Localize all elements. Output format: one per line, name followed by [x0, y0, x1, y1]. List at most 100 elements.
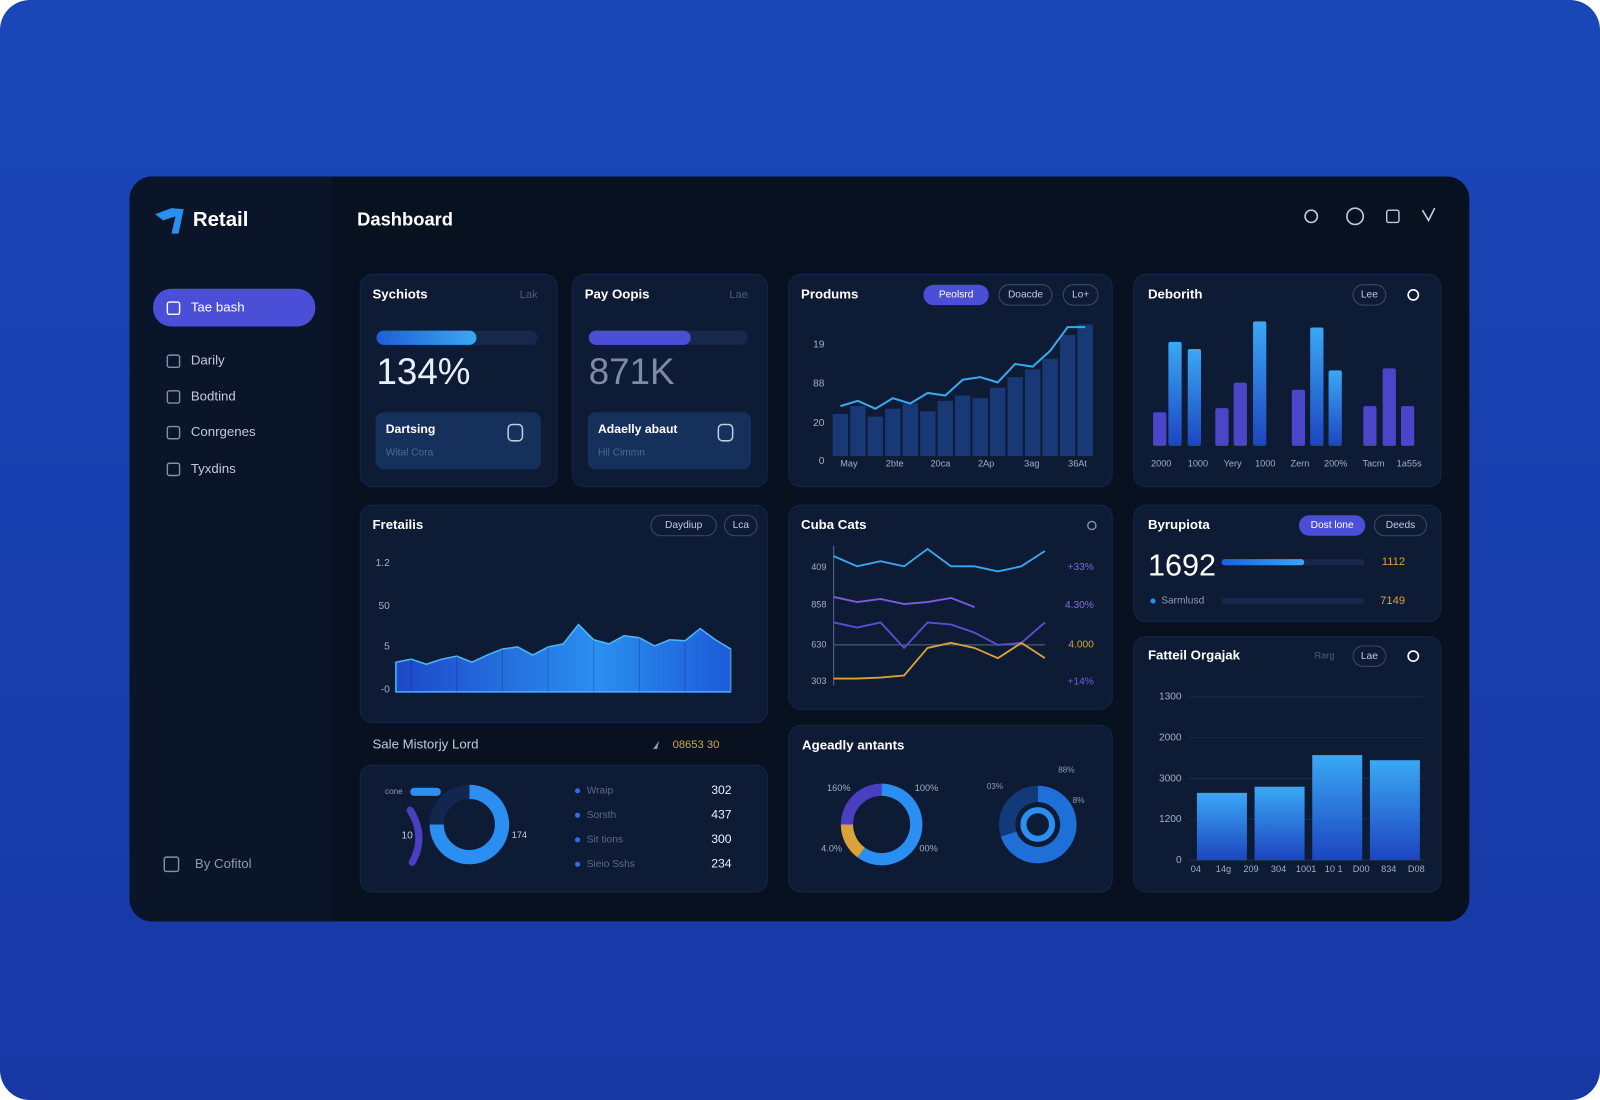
chart-title: Deborith	[1148, 286, 1202, 301]
legend-dot	[574, 837, 581, 843]
y-tick-label: 2000	[1159, 732, 1182, 743]
y-tick-label: 1300	[1159, 692, 1182, 703]
bar	[1328, 370, 1342, 446]
section-title: Sale Mistorjy Lord	[372, 736, 478, 751]
bar	[902, 403, 919, 457]
x-tick-label: 209	[1243, 864, 1258, 874]
menu-icon[interactable]	[1421, 207, 1436, 223]
y-tick-label: 0	[819, 456, 825, 467]
kpi-value: 871K	[589, 351, 675, 392]
x-tick-label: Tacm	[1362, 459, 1384, 469]
search-icon[interactable]	[1304, 209, 1319, 224]
button[interactable]	[650, 514, 717, 537]
footer-link[interactable]: By Cofitol	[195, 856, 252, 871]
bar	[1369, 760, 1420, 861]
legend-value: 300	[711, 832, 732, 846]
x-tick-label: May	[840, 459, 858, 469]
chart-title: Cuba Cats	[801, 517, 867, 532]
legend-value: 302	[711, 783, 732, 797]
sidebar	[129, 176, 333, 922]
bracket	[406, 806, 423, 866]
bar	[955, 395, 971, 457]
button-label[interactable]: Lae	[1361, 651, 1378, 662]
bar	[1168, 341, 1182, 446]
button[interactable]	[1298, 515, 1366, 536]
refresh-icon[interactable]	[1407, 650, 1420, 663]
button-label[interactable]: Lee	[1361, 290, 1378, 301]
bar	[1291, 389, 1306, 446]
progress-track	[1221, 597, 1365, 605]
section-code: 08653 30	[673, 739, 720, 751]
button[interactable]	[1373, 514, 1428, 537]
nav-item[interactable]: Tae bash	[191, 300, 245, 315]
button[interactable]	[1352, 645, 1387, 667]
x-tick-label: 1a55s	[1397, 459, 1422, 469]
bar	[850, 406, 866, 457]
x-tick-label: 2bte	[886, 459, 904, 469]
donut-label: 174	[512, 830, 527, 840]
nav-item[interactable]: Darily	[191, 353, 225, 368]
button[interactable]	[1352, 284, 1387, 306]
button[interactable]	[723, 514, 758, 537]
nav-item[interactable]: Bodtind	[191, 388, 236, 403]
donut-segment	[429, 784, 470, 825]
refresh-icon[interactable]	[1407, 288, 1420, 301]
row-value: 7149	[1380, 595, 1405, 607]
donut-label: 00%	[919, 843, 937, 853]
nav-icon	[166, 301, 181, 315]
bar	[1382, 368, 1396, 446]
kpi-subcard	[587, 412, 752, 470]
chart-card	[788, 504, 1113, 710]
user-icon[interactable]	[1386, 209, 1400, 224]
x-tick-label: 2Ap	[978, 459, 994, 469]
button-label[interactable]: Dost lone	[1311, 520, 1354, 531]
kpi-tag: Lak	[520, 289, 538, 301]
refresh-icon[interactable]	[1087, 520, 1097, 531]
page-title: Dashboard	[357, 208, 453, 229]
button[interactable]	[1062, 284, 1099, 306]
nav-icon	[166, 425, 181, 440]
donut-hole-ring	[1020, 807, 1056, 842]
y-tick-label: 20	[813, 418, 825, 429]
button-label[interactable]: Lo+	[1072, 290, 1089, 301]
bar	[1059, 335, 1076, 457]
y-tick-label: 409	[811, 562, 826, 572]
legend-dot	[574, 812, 581, 818]
y-tick-label: 19	[813, 340, 825, 351]
kpi-title: Sychiots	[372, 286, 427, 301]
progress-fill	[588, 330, 691, 345]
nav-item[interactable]: Conrgenes	[191, 424, 256, 439]
button[interactable]	[998, 284, 1053, 306]
x-tick-label: 3ag	[1024, 459, 1039, 469]
button-label[interactable]: Daydiup	[665, 520, 703, 531]
nav-icon	[166, 390, 181, 404]
button-label[interactable]: Doacde	[1008, 290, 1043, 301]
kpi-subcard	[375, 412, 541, 470]
button[interactable]	[923, 284, 989, 306]
nav-active[interactable]	[153, 288, 316, 327]
button-label[interactable]: Deeds	[1386, 520, 1415, 531]
nav-icon	[166, 462, 181, 477]
subcard-title: Adaelly abaut	[598, 422, 678, 436]
nav-item[interactable]: Tyxdins	[191, 461, 236, 476]
x-tick-label: D08	[1408, 864, 1425, 874]
button-label[interactable]: Peolsrd	[939, 290, 974, 301]
donut-label: 100%	[915, 783, 938, 793]
series-label: +33%	[1068, 562, 1094, 573]
bar	[867, 416, 884, 457]
bar	[1024, 369, 1041, 457]
bar	[1312, 755, 1363, 861]
donut-segment	[429, 784, 510, 865]
x-tick-label: 04	[1191, 864, 1201, 874]
y-tick-label: 0	[1176, 855, 1182, 866]
line	[833, 621, 1046, 650]
tag: Rarg	[1315, 651, 1335, 661]
button-label[interactable]: Lca	[733, 520, 750, 531]
bar	[1401, 406, 1415, 446]
x-tick-label: 36At	[1068, 459, 1087, 469]
kpi-title: Pay Oopis	[585, 286, 650, 301]
x-tick-label: 20ca	[930, 459, 951, 469]
y-tick-label: -0	[381, 684, 390, 695]
settings-icon[interactable]	[1346, 207, 1365, 226]
